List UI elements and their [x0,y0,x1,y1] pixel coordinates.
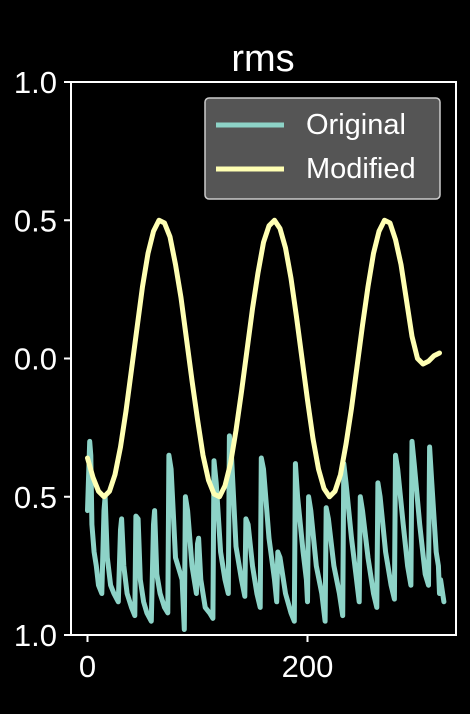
y-tick-label: 0.0 [14,342,57,377]
series-line-original [85,433,447,632]
y-axis: 1.0 0.5 0.0 0.5 1.0 [14,65,71,653]
legend: Original Modified [204,97,441,200]
series-line-modified [85,217,442,500]
y-tick-label: 0.5 [14,203,57,238]
legend-label-original: Original [306,109,406,141]
x-axis: 0 200 [79,635,333,684]
y-tick-label: 1.0 [14,618,57,653]
axes-frame [70,81,457,636]
x-tick-label: 0 [79,649,96,684]
legend-label-modified: Modified [306,153,416,185]
y-tick-label: 1.0 [14,65,57,100]
x-tick-label: 200 [282,649,334,684]
y-tick-label: 0.5 [14,480,57,515]
chart-title: rms [231,38,294,80]
plot-area [85,217,447,632]
